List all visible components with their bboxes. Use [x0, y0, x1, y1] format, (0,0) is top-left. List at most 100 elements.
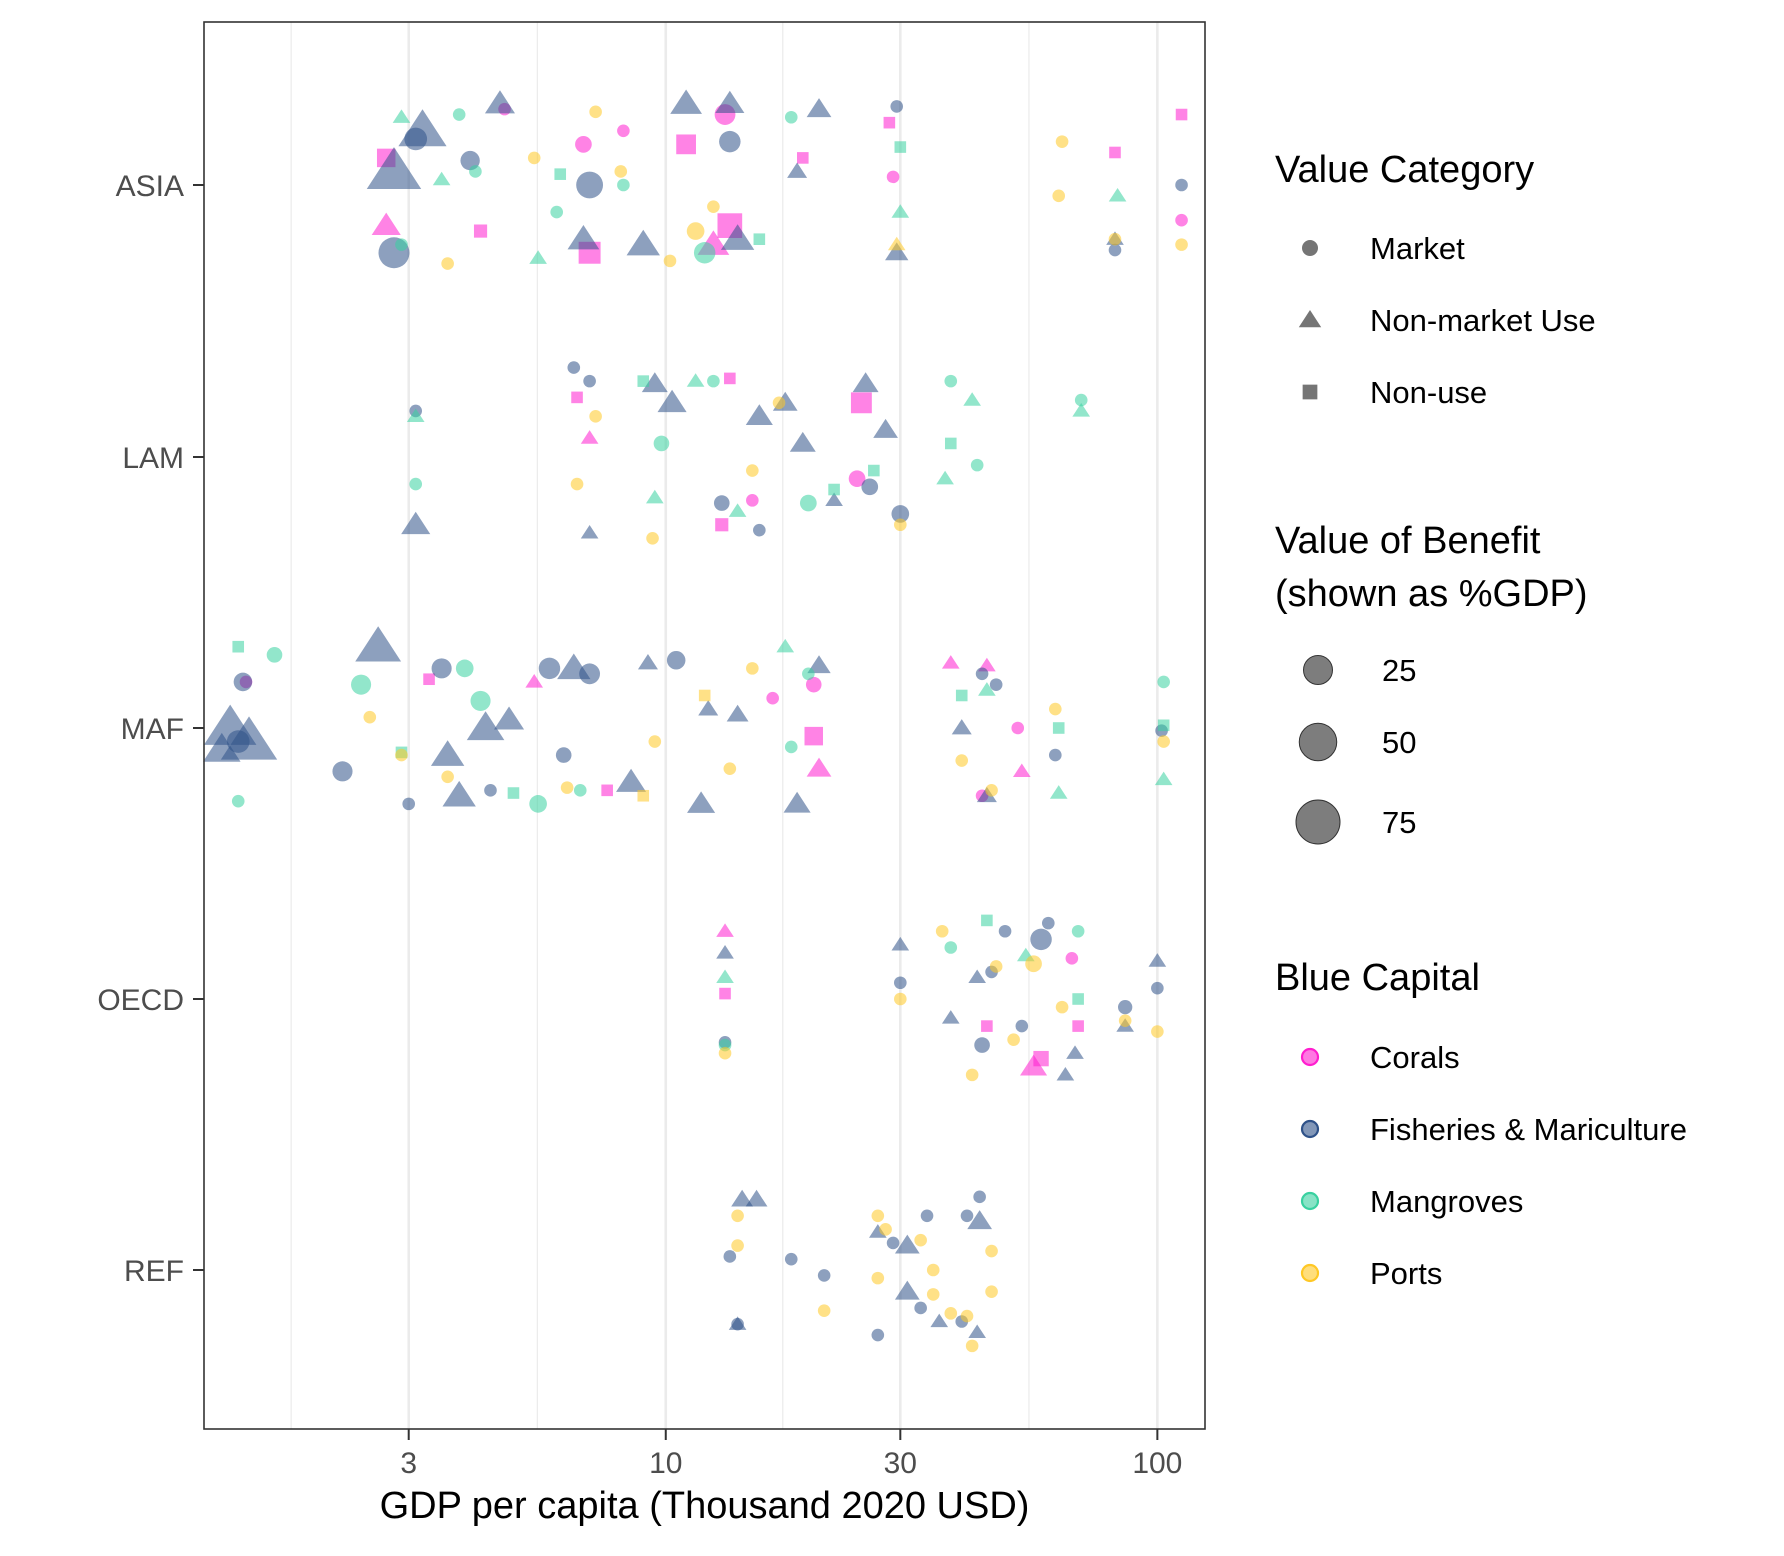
- legend-title-value-of-benefit: Value of Benefit: [1275, 520, 1541, 562]
- data-point: [894, 976, 907, 990]
- data-point: [817, 1269, 831, 1282]
- data-point: [567, 225, 600, 250]
- data-point: [724, 372, 736, 385]
- data-point: [1109, 146, 1121, 159]
- data-point: [614, 165, 628, 178]
- data-point: [1030, 928, 1052, 951]
- data-point: [567, 361, 581, 374]
- data-point: [571, 391, 583, 404]
- data-point: [783, 791, 811, 813]
- data-point: [720, 224, 755, 250]
- y-tick-label: OECD: [97, 984, 184, 1017]
- data-point: [676, 134, 696, 155]
- legend-key-color: [1300, 1119, 1320, 1139]
- data-point: [914, 1301, 927, 1315]
- data-point: [1074, 393, 1088, 407]
- data-point: [455, 659, 474, 678]
- legend-key-size: [1295, 799, 1341, 845]
- data-point: [1151, 1025, 1164, 1038]
- data-point: [494, 706, 525, 730]
- data-point: [580, 525, 599, 539]
- data-point: [891, 936, 910, 951]
- data-point: [1025, 955, 1042, 973]
- data-point: [363, 710, 377, 724]
- data-point: [470, 690, 491, 711]
- data-point: [955, 754, 969, 767]
- data-point: [1108, 232, 1122, 246]
- data-point: [926, 1288, 940, 1301]
- legend-key-color: [1300, 1191, 1320, 1211]
- data-point: [879, 1223, 892, 1236]
- data-point: [850, 392, 872, 414]
- data-point: [719, 987, 731, 1000]
- data-point: [883, 116, 896, 129]
- data-point: [746, 494, 759, 507]
- data-point: [920, 1209, 934, 1223]
- data-point: [601, 784, 613, 797]
- data-point: [1175, 213, 1188, 227]
- legend: Value Category Market Non-market Use Non-us…: [1275, 149, 1687, 1291]
- data-point: [894, 141, 907, 153]
- data-point: [726, 704, 749, 722]
- legend-label: Fisheries & Mariculture: [1370, 1112, 1687, 1147]
- data-point: [527, 151, 541, 165]
- legend-key-size: [1298, 722, 1338, 762]
- data-point: [802, 667, 815, 681]
- data-point: [718, 1046, 732, 1060]
- legend-label: Corals: [1370, 1040, 1460, 1075]
- data-point: [570, 477, 584, 491]
- data-point: [266, 647, 283, 663]
- data-point: [573, 784, 587, 797]
- data-point: [580, 430, 599, 444]
- data-point: [698, 700, 719, 716]
- data-point: [589, 410, 602, 423]
- data-point: [484, 90, 515, 114]
- data-point: [1015, 1019, 1029, 1033]
- data-point: [890, 100, 904, 113]
- legend-subtitle-value-of-benefit: (shown as %GDP): [1275, 573, 1588, 615]
- data-point: [716, 969, 734, 983]
- data-point: [926, 1263, 940, 1277]
- y-tick-label: LAM: [122, 442, 184, 475]
- data-point: [332, 761, 353, 782]
- data-point: [817, 1304, 831, 1317]
- data-point: [944, 437, 957, 450]
- data-point: [233, 672, 253, 692]
- data-point: [728, 503, 747, 517]
- legend-label: Ports: [1370, 1256, 1442, 1291]
- data-point: [1052, 722, 1065, 734]
- data-point: [871, 1209, 885, 1223]
- data-point: [861, 478, 879, 496]
- data-point: [1052, 189, 1066, 203]
- data-point: [716, 945, 734, 959]
- data-point: [723, 1250, 737, 1263]
- legend-label: Market: [1370, 231, 1465, 266]
- legend-label: 75: [1382, 805, 1416, 840]
- data-point: [784, 1252, 798, 1266]
- data-point: [985, 784, 998, 797]
- data-point: [686, 222, 705, 240]
- data-point: [731, 1189, 754, 1207]
- legend-key-circle: [1302, 240, 1318, 256]
- data-point: [1072, 993, 1084, 1005]
- data-point: [989, 960, 1003, 973]
- data-point: [723, 762, 737, 775]
- data-point: [441, 257, 454, 270]
- data-point: [753, 233, 766, 245]
- data-point: [894, 1234, 920, 1254]
- series-mangroves: [231, 108, 1173, 1052]
- data-point: [941, 655, 960, 669]
- data-point: [894, 992, 907, 1006]
- data-point: [960, 1309, 974, 1323]
- legend-key-size: [1303, 655, 1333, 685]
- data-point: [525, 674, 544, 688]
- data-point: [719, 130, 741, 153]
- data-point: [894, 1280, 920, 1300]
- data-point: [753, 523, 766, 537]
- data-point: [1175, 238, 1188, 251]
- legend-title-value-category: Value Category: [1275, 149, 1534, 191]
- data-point: [666, 650, 686, 670]
- data-point: [554, 168, 567, 180]
- data-point: [1055, 1000, 1069, 1014]
- data-point: [441, 770, 454, 784]
